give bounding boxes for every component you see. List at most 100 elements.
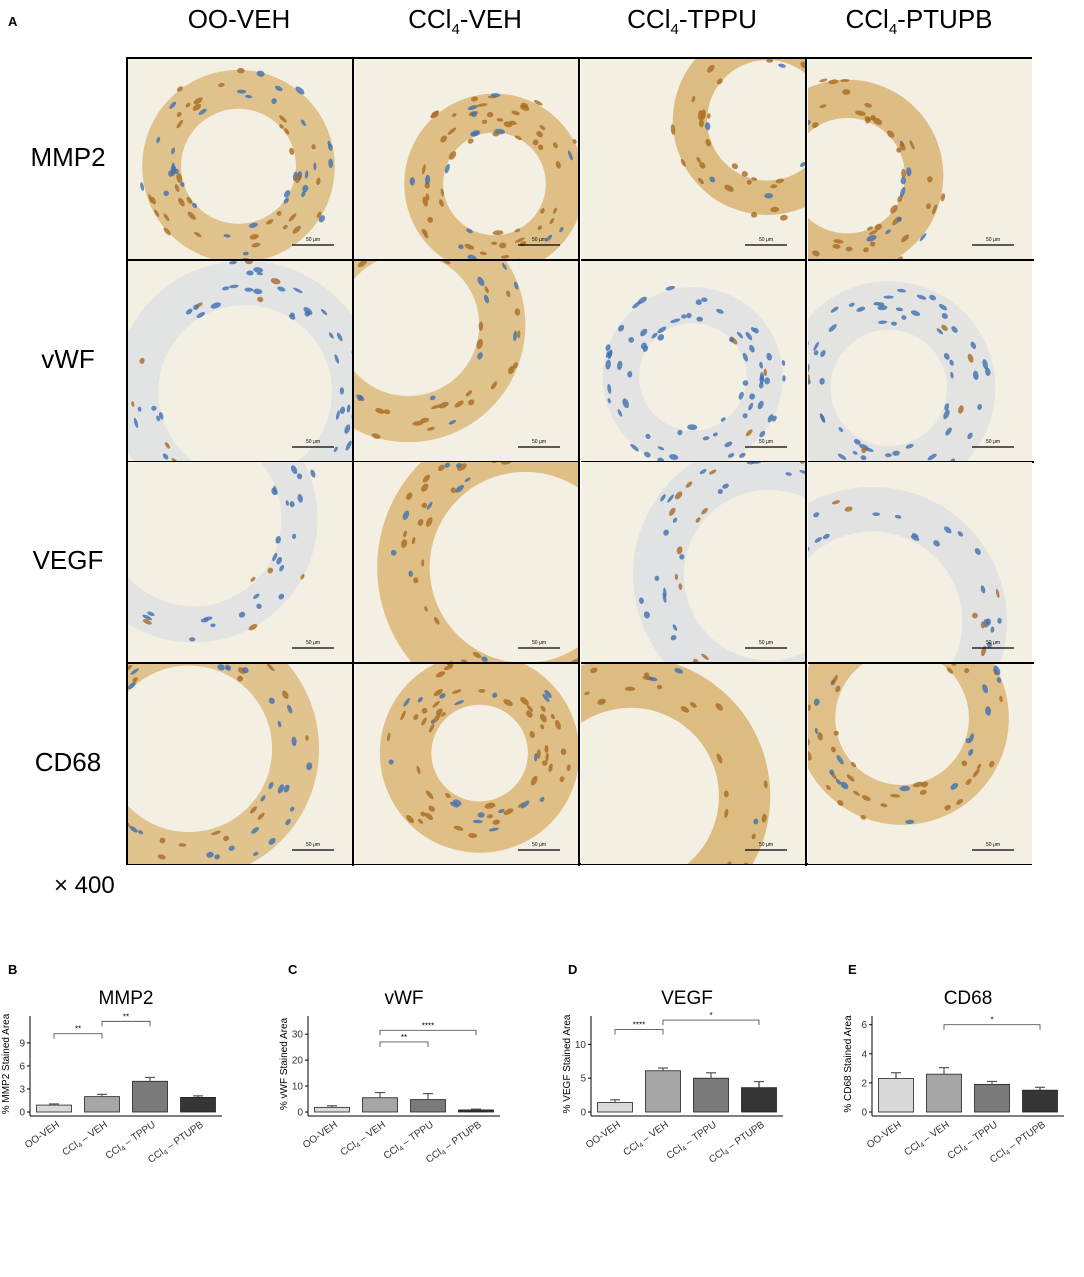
chart-title-d: VEGF: [661, 988, 713, 1009]
y-tick-label-d: 0: [580, 1108, 586, 1119]
significance-label-b-1: **: [123, 1012, 129, 1021]
column-header-0: OO-VEH: [187, 4, 291, 34]
significance-bracket-b-0: [53, 1033, 103, 1039]
y-tick-label-b: 3: [19, 1084, 25, 1095]
bar-d-0: [597, 1102, 633, 1113]
scale-bar-label: 50 μm: [532, 237, 546, 243]
significance-bracket-b-1: [101, 1020, 151, 1027]
bar-e-0: [878, 1078, 914, 1113]
micrograph-vwf-3: 50 μm: [808, 261, 1034, 463]
y-tick-label-e: 4: [861, 1049, 867, 1060]
significance-bracket-c-0: [379, 1041, 429, 1047]
x-tick-label-e-0: OO-VEH: [865, 1119, 904, 1151]
y-axis-label-b: % MMP2 Stained Area: [1, 1013, 12, 1114]
y-tick-label-e: 2: [861, 1078, 867, 1089]
significance-label-e-0: *: [990, 1016, 993, 1025]
scale-bar-label: 50 μm: [306, 237, 320, 243]
scale-bar-label: 50 μm: [986, 439, 1000, 445]
micrograph-vegf-1: 50 μm: [354, 462, 580, 664]
scale-bar-label: 50 μm: [306, 439, 320, 445]
bar-b-3: [180, 1097, 216, 1113]
bar-e-1: [926, 1073, 962, 1113]
bar-d-3: [741, 1087, 777, 1113]
y-tick-label-c: 20: [292, 1056, 304, 1067]
row-header-vegf: VEGF: [32, 545, 104, 575]
micrograph-vegf-0: 50 μm: [128, 462, 354, 664]
scale-bar-label: 50 μm: [759, 842, 773, 848]
scale-bar-label: 50 μm: [532, 842, 546, 848]
micrograph-vwf-1: 50 μm: [354, 261, 580, 463]
y-tick-label-c: 0: [297, 1108, 303, 1119]
y-axis-label-e: % CD68 Stained Area: [843, 1015, 854, 1113]
scale-bar-label: 50 μm: [306, 842, 320, 848]
micrograph-grid: 50 μm 50 μm 50 μm 50 μm 50 μm 50 μm 50 μm 50 μm…: [126, 57, 1034, 866]
significance-bracket-c-1: [379, 1029, 477, 1036]
significance-bracket-e-0: [943, 1024, 1041, 1030]
significance-label-c-0: **: [401, 1033, 407, 1042]
magnification-label: × 400: [54, 872, 115, 899]
y-tick-label-e: 0: [861, 1108, 867, 1119]
row-header-cd68: CD68: [34, 747, 102, 777]
scale-bar-label: 50 μm: [306, 640, 320, 646]
micrograph-vegf-3: 50 μm: [808, 462, 1034, 664]
panel-label-b: B: [8, 962, 18, 977]
scale-bar-label: 50 μm: [759, 439, 773, 445]
panel-label-e: E: [848, 962, 857, 977]
panel-label-c: C: [288, 962, 298, 977]
bar-e-2: [974, 1083, 1010, 1113]
micrograph-cd68-3: 50 μm: [808, 664, 1034, 866]
bar-c-0: [314, 1106, 350, 1113]
row-header-mmp2: MMP2: [30, 142, 106, 172]
x-tick-label-c-1: CCl4 – VEH: [339, 1119, 389, 1159]
x-tick-label-b-0: OO-VEH: [23, 1119, 62, 1151]
panel-label-a: A: [8, 14, 18, 29]
micrograph-mmp2-1: 50 μm: [354, 59, 580, 261]
x-tick-label-d-1: CCl4 – VEH: [622, 1119, 672, 1159]
bar-d-2: [693, 1077, 729, 1113]
y-tick-label-d: 5: [580, 1074, 586, 1085]
y-tick-label-c: 30: [292, 1030, 304, 1041]
column-header-1: CCl4-VEH: [408, 4, 522, 39]
y-tick-label-b: 0: [19, 1108, 25, 1119]
x-tick-label-b-1: CCl4 – VEH: [61, 1119, 111, 1159]
y-tick-label-d: 10: [575, 1040, 587, 1051]
micrograph-mmp2-2: 50 μm: [581, 59, 807, 261]
micrograph-cd68-1: 50 μm: [354, 664, 580, 866]
scale-bar-label: 50 μm: [532, 640, 546, 646]
significance-label-c-1: ****: [422, 1021, 434, 1030]
scale-bar-label: 50 μm: [986, 842, 1000, 848]
micrograph-vwf-2: 50 μm: [581, 261, 807, 463]
micrograph-mmp2-0: 50 μm: [128, 59, 354, 261]
micrograph-vegf-2: 50 μm: [581, 462, 807, 664]
bar-e-3: [1022, 1089, 1058, 1113]
significance-bracket-d-0: [614, 1029, 664, 1035]
y-axis-label-c: % vWF Stained Area: [279, 1017, 290, 1110]
y-tick-label-b: 9: [19, 1038, 25, 1049]
panel-label-d: D: [568, 962, 578, 977]
x-tick-label-c-0: OO-VEH: [301, 1119, 340, 1151]
micrograph-vwf-0: 50 μm: [128, 261, 354, 463]
significance-label-d-0: ****: [633, 1021, 645, 1030]
chart-title-e: CD68: [944, 988, 993, 1009]
bar-c-1: [362, 1097, 398, 1113]
micrograph-cd68-0: 50 μm: [128, 664, 354, 866]
bar-c-2: [410, 1099, 446, 1113]
scale-bar-label: 50 μm: [532, 439, 546, 445]
bar-b-2: [132, 1080, 168, 1113]
micrograph-mmp2-3: 50 μm: [808, 59, 1034, 261]
column-header-2: CCl4-TPPU: [627, 4, 757, 39]
bar-d-1: [645, 1070, 681, 1113]
y-tick-label-b: 6: [19, 1061, 25, 1072]
y-tick-label-c: 10: [292, 1082, 304, 1093]
scale-bar-label: 50 μm: [986, 640, 1000, 646]
bar-b-0: [36, 1104, 72, 1113]
chart-title-c: vWF: [384, 988, 423, 1009]
y-axis-label-d: % VEGF Stained Area: [562, 1014, 573, 1113]
chart-title-b: MMP2: [99, 988, 154, 1009]
micrograph-cd68-2: 50 μm: [581, 664, 807, 866]
scale-bar-label: 50 μm: [759, 237, 773, 243]
significance-label-b-0: **: [75, 1025, 81, 1034]
bar-b-1: [84, 1096, 120, 1113]
significance-bracket-d-1: [662, 1019, 760, 1026]
